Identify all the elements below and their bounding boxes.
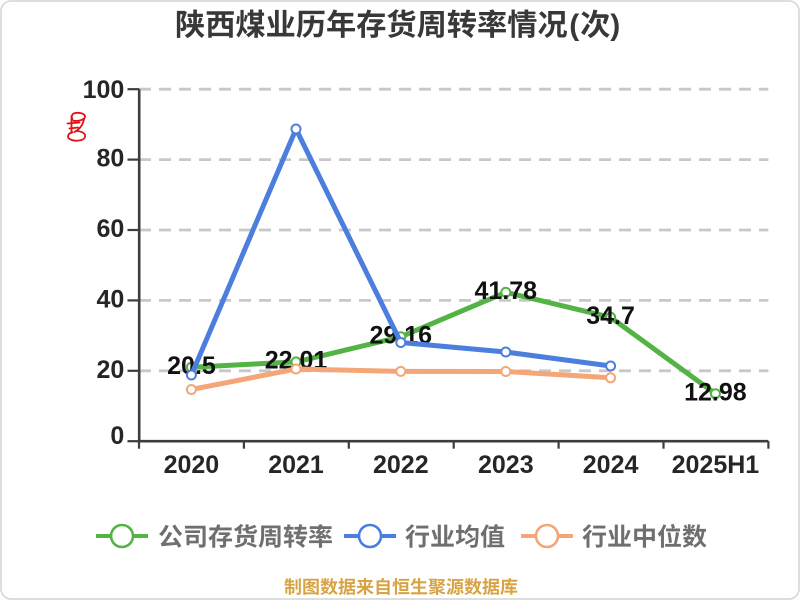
svg-text:40: 40 [96,285,124,313]
svg-text:2025H1: 2025H1 [672,451,760,479]
svg-text:2020: 2020 [164,451,220,479]
svg-text:12.98: 12.98 [684,379,747,407]
svg-text:60: 60 [96,215,124,243]
svg-text:2023: 2023 [478,451,534,479]
svg-text:80: 80 [96,145,124,173]
svg-text:2024: 2024 [583,451,639,479]
svg-text:2022: 2022 [373,451,429,479]
svg-text:): ) [610,9,620,42]
svg-text:100: 100 [83,76,125,104]
svg-text:41.78: 41.78 [475,277,538,305]
svg-text:20: 20 [96,356,124,384]
svg-text:(: ( [569,9,579,42]
svg-text:34.7: 34.7 [586,302,635,330]
svg-text:2021: 2021 [268,451,324,479]
svg-text:0: 0 [110,422,124,450]
